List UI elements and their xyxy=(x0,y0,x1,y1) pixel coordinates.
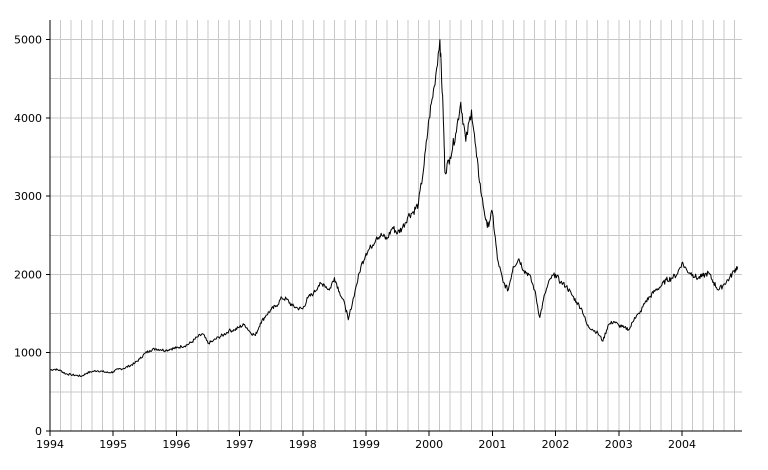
x-tick-label: 1994 xyxy=(36,438,64,451)
x-tick-label: 1997 xyxy=(226,438,254,451)
x-tick-label: 1995 xyxy=(99,438,127,451)
x-tick-label: 2001 xyxy=(478,438,506,451)
y-tick-label: 0 xyxy=(35,425,42,438)
series-group xyxy=(49,39,739,378)
vertical-gridlines xyxy=(60,20,736,431)
y-tick-label: 2000 xyxy=(14,268,42,281)
x-axis-ticks: 1994 1995 1996 1997 1998 1999 2000 2001 2002 2003… xyxy=(36,431,696,451)
y-axis-ticks: 0 1000 2000 3000 4000 5000 xyxy=(14,34,50,438)
x-tick-label: 1999 xyxy=(352,438,380,451)
x-tick-label: 2004 xyxy=(668,438,696,451)
axes xyxy=(49,20,742,432)
y-tick-label: 1000 xyxy=(14,347,42,360)
y-tick-label: 3000 xyxy=(14,190,42,203)
horizontal-gridlines xyxy=(50,39,742,393)
x-tick-label: 1998 xyxy=(289,438,317,451)
x-tick-label: 2000 xyxy=(415,438,443,451)
x-tick-label: 2002 xyxy=(542,438,570,451)
series-line xyxy=(49,39,739,378)
x-tick-label: 1996 xyxy=(162,438,190,451)
y-tick-label: 4000 xyxy=(14,112,42,125)
y-tick-label: 5000 xyxy=(14,34,42,47)
x-tick-label: 2003 xyxy=(605,438,633,451)
